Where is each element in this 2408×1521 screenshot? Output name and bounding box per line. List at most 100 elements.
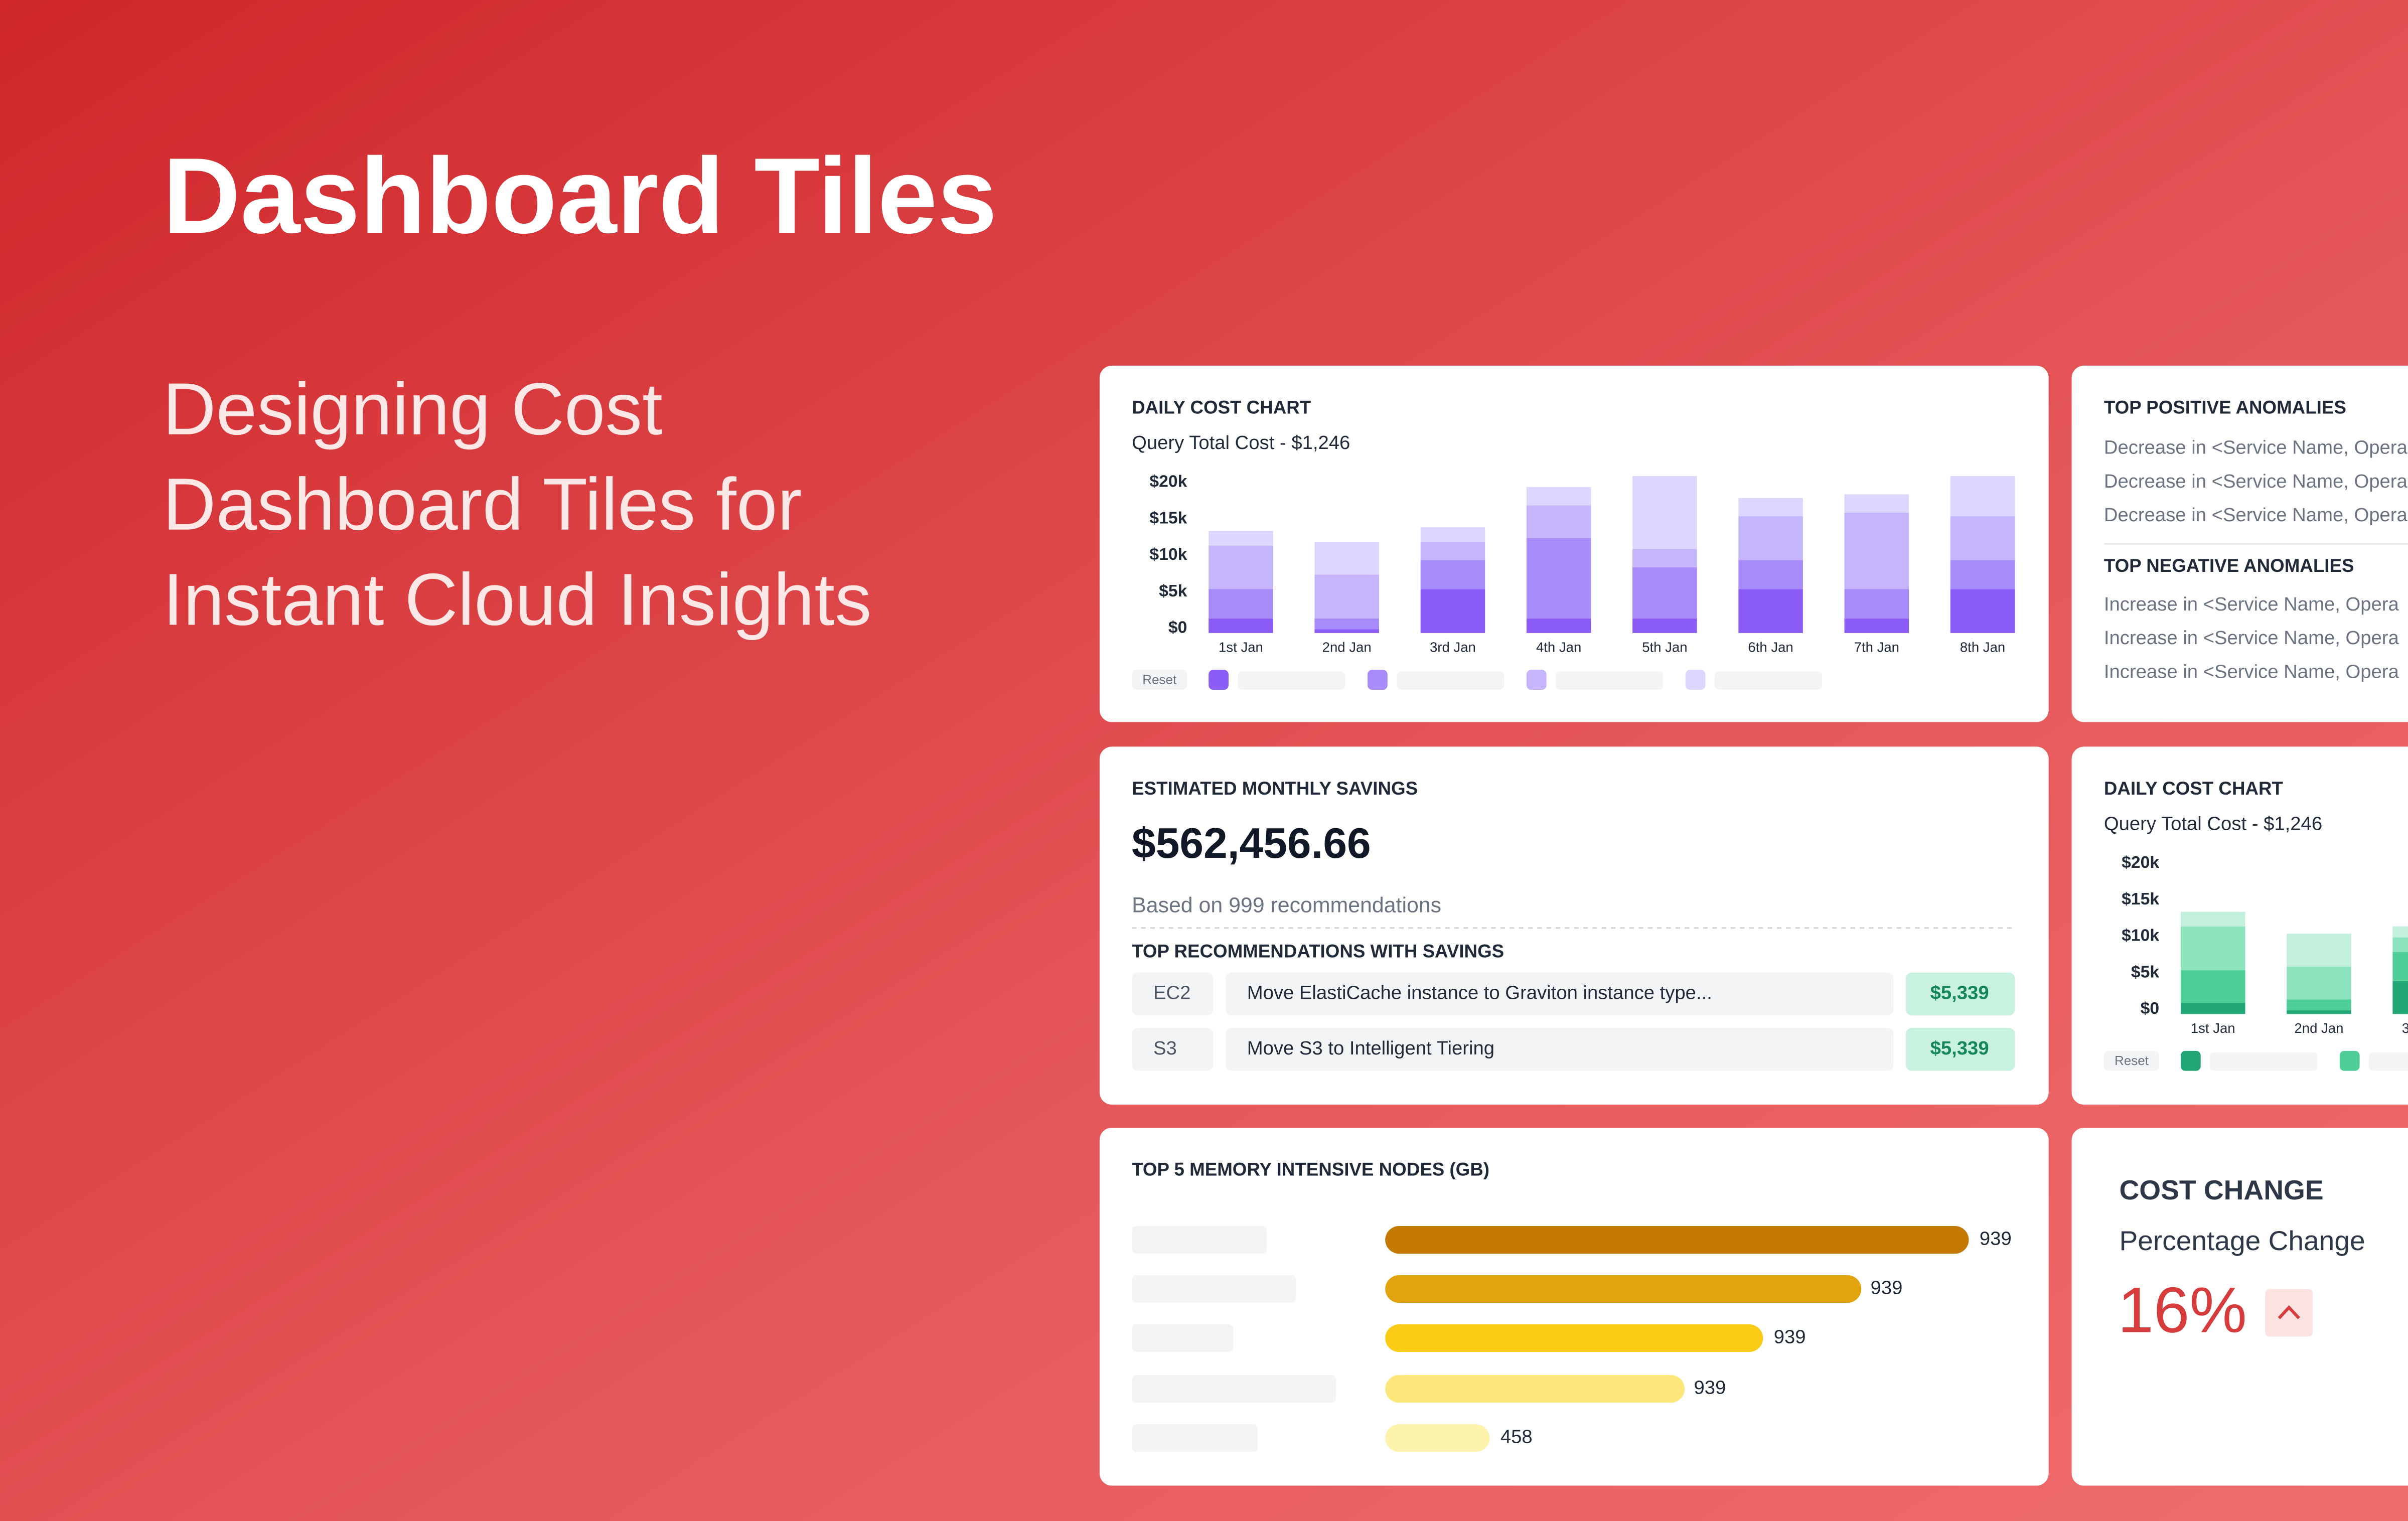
bar-segment [1950,516,2015,560]
saving-label: $5,339 [1930,982,1989,1004]
bar-segment [1209,618,1273,633]
bar-segment [1420,560,1485,589]
card-title: TOP 5 MEMORY INTENSIVE NODES (GB) [1132,1159,1489,1179]
hero-title: Dashboard Tiles [163,136,997,256]
recommendation-text[interactable]: Move S3 to Intelligent Tiering [1247,1037,1494,1059]
node-bar [1385,1275,1862,1303]
legend-swatch [1685,670,1706,690]
bar-segment [1738,516,1803,560]
x-tick-label: 2nd Jan [2294,1020,2343,1036]
reset-button[interactable] [1132,670,1187,690]
x-tick-label: 6th Jan [1748,640,1793,655]
y-tick-label: $10k [1149,545,1187,564]
bar-segment [1209,545,1273,589]
legend [1209,670,1823,690]
card-title: COST CHANGE [2119,1174,2323,1205]
legend-placeholder [1238,671,1345,690]
x-tick-label: 3rd Jan [1430,640,1476,655]
x-tick-label: 5th Jan [1642,640,1687,655]
legend-swatch [1368,670,1388,690]
card-title: TOP NEGATIVE ANOMALIES [2104,555,2354,576]
saving-label: $5,339 [1930,1037,1989,1059]
percentage-value: 16% [2118,1275,2246,1346]
y-tick-label: $5k [1159,582,1187,600]
x-tick-label: 1st Jan [2191,1020,2235,1036]
reset-label[interactable]: Reset [1142,672,1177,687]
node-value: 939 [1980,1228,2012,1250]
bar-segment [1632,618,1697,633]
trend-icon-bg [2265,1289,2313,1337]
bar-segment [2392,926,2408,938]
x-tick-label: 4th Jan [1536,640,1581,655]
bar-segment [1420,541,1485,560]
placeholder [1132,1324,1234,1352]
hero-subtitle: Designing Cost [163,368,662,450]
legend-placeholder [2210,1052,2318,1071]
bar-segment [2287,934,2351,967]
bar-segment [1314,618,1379,630]
card [2071,1127,2408,1486]
bar-segment [1632,549,1697,567]
node-bar [1385,1424,1490,1452]
recommendation-box[interactable] [1225,1027,1894,1071]
service-chip [1132,1027,1214,1071]
anomaly-item: Decrease in <Service Name, Opera [2104,471,2408,492]
reset-button[interactable] [2103,1050,2160,1071]
x-tick-label: 8th Jan [1960,640,2005,655]
recommendation-box[interactable] [1225,972,1894,1016]
card-title: ESTIMATED MONTHLY SAVINGS [1132,778,1418,799]
card-subtitle: Percentage Change [2119,1225,2365,1256]
legend-swatch [2180,1050,2201,1071]
bar-segment [1526,618,1591,633]
y-tick-label: $0 [1168,619,1187,637]
bar-segment [1314,629,1379,633]
bar-segment [1950,476,2015,517]
anomaly-item: Increase in <Service Name, Opera [2104,661,2399,683]
node-value: 939 [1774,1326,1806,1348]
bar-segment [1738,560,1803,589]
hero-subtitle: Instant Cloud Insights [163,558,871,641]
bar-segment [2392,952,2408,981]
x-tick-label: 2nd Jan [1322,640,1372,655]
bar-segment [1314,541,1379,575]
legend-placeholder [2368,1052,2408,1071]
bar-segment [1526,538,1591,619]
reset-label[interactable]: Reset [2115,1053,2149,1068]
bar-segment [2287,966,2351,1000]
card-subtitle: Query Total Cost - $1,246 [1132,432,1350,453]
service-chip [1132,972,1214,1016]
bar-segment [2392,981,2408,1014]
bar-segment [1738,589,1803,633]
service-label: EC2 [1153,982,1190,1004]
placeholder [1132,1424,1258,1452]
bar-segment [2392,937,2408,952]
bar-segment [1844,494,1909,513]
bar-segment [1738,498,1803,517]
trend-icon [2278,1305,2300,1319]
x-tick-label: 1st Jan [1219,640,1263,655]
recommendation-text[interactable]: Move ElastiCache instance to Graviton in… [1247,982,1712,1004]
y-tick-label: $20k [1149,473,1187,491]
saving-chip [1905,1027,2015,1071]
bar-segment [1844,618,1909,633]
bar-segment [2180,970,2245,1003]
y-tick-label: $10k [2122,927,2159,945]
bar-segment [1632,567,1697,619]
x-tick-label: 3rd Jan [2402,1020,2408,1036]
bar-segment [1844,589,1909,619]
section-title: TOP RECOMMENDATIONS WITH SAVINGS [1132,941,1504,962]
card-title: DAILY COST CHART [1132,397,1311,417]
placeholder [1132,1226,1267,1254]
bar-segment [1420,527,1485,542]
legend-swatch [2339,1050,2360,1071]
savings-amount: $562,456.66 [1132,819,1371,867]
y-tick-label: $15k [2122,890,2159,908]
hero-subtitle: Dashboard Tiles for [163,464,802,546]
legend-placeholder [1556,671,1664,690]
bar-segment [1526,505,1591,538]
y-tick-label: $15k [1149,509,1187,527]
node-value: 458 [1500,1426,1533,1448]
anomaly-item: Decrease in <Service Name, Opera [2104,436,2408,458]
legend-swatch [1209,670,1229,690]
